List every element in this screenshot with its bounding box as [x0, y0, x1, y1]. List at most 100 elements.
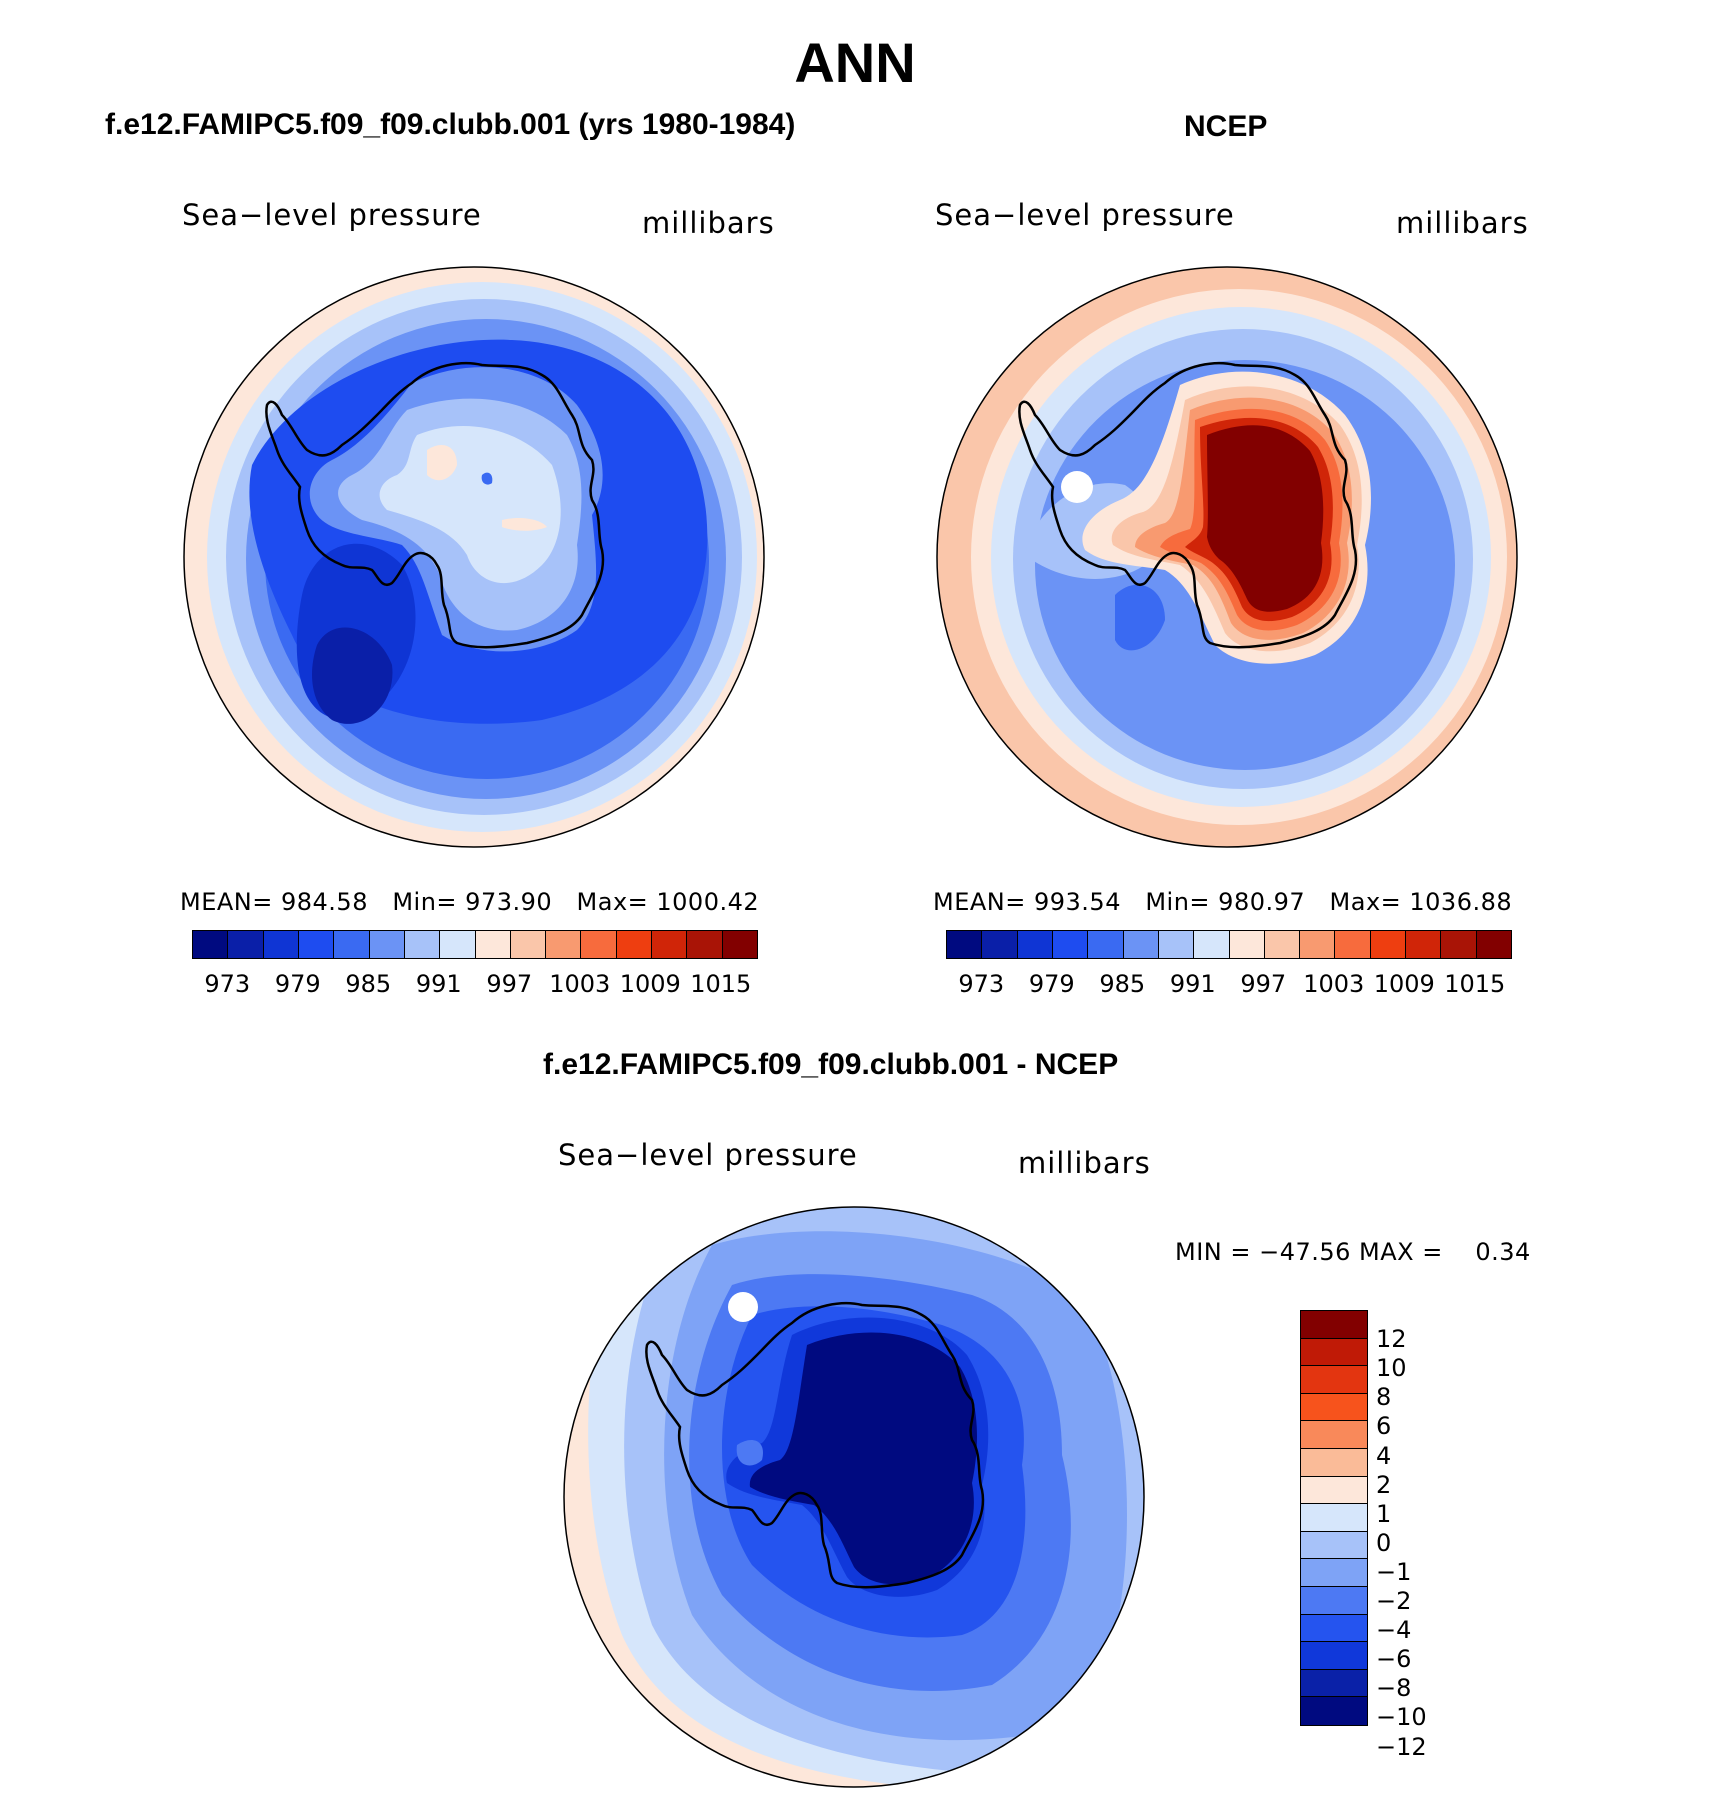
- model-colorbar-label: 991: [415, 970, 462, 998]
- model-colorbar: [192, 930, 758, 959]
- model-stats: MEAN= 984.58 Min= 973.90 Max= 1000.42: [180, 888, 760, 916]
- obs-colorbar-swatch: [1300, 931, 1336, 958]
- diff-colorbar-label: 8: [1376, 1383, 1392, 1412]
- model-colorbar-swatch: [440, 931, 476, 958]
- model-colorbar-swatch: [652, 931, 688, 958]
- diff-colorbar-swatch: [1301, 1586, 1367, 1615]
- model-colorbar-swatch: [369, 931, 405, 958]
- diff-missing-data-pole: [728, 1292, 758, 1322]
- diff-colorbar-swatch: [1301, 1697, 1367, 1725]
- model-panel-title: f.e12.FAMIPC5.f09_f09.clubb.001 (yrs 198…: [105, 108, 796, 141]
- obs-colorbar-label: 991: [1169, 970, 1216, 998]
- obs-colorbar-swatch: [1441, 931, 1477, 958]
- model-colorbar-swatch: [228, 931, 264, 958]
- obs-variable-label: Sea−level pressure: [935, 198, 1235, 232]
- diff-colorbar-label: −8: [1376, 1674, 1412, 1703]
- diff-colorbar: [1300, 1310, 1368, 1726]
- diff-colorbar-label: 10: [1376, 1354, 1407, 1383]
- obs-colorbar-swatch: [1406, 931, 1442, 958]
- model-colorbar-swatch: [263, 931, 299, 958]
- diff-polar-map: [563, 1206, 1145, 1788]
- obs-colorbar-label: 997: [1240, 970, 1287, 998]
- obs-colorbar-label: 985: [1099, 970, 1146, 998]
- diff-colorbar-label: −4: [1376, 1616, 1412, 1645]
- page-title: ANN: [794, 31, 916, 94]
- model-colorbar-label: 973: [204, 970, 251, 998]
- diff-colorbar-swatch: [1301, 1421, 1367, 1449]
- diff-colorbar-label: 1: [1376, 1499, 1392, 1528]
- model-colorbar-label: 979: [274, 970, 321, 998]
- obs-colorbar-swatch: [1052, 931, 1089, 958]
- obs-colorbar-label: 1015: [1444, 970, 1506, 998]
- diff-colorbar-swatch: [1301, 1338, 1367, 1367]
- model-colorbar-swatch: [546, 931, 582, 958]
- model-colorbar-swatch: [475, 931, 511, 958]
- model-colorbar-swatch: [510, 931, 547, 958]
- obs-colorbar-swatch: [1335, 931, 1371, 958]
- diff-colorbar-swatch: [1301, 1476, 1367, 1505]
- obs-colorbar-swatch: [1370, 931, 1407, 958]
- obs-colorbar-label: 1003: [1303, 970, 1365, 998]
- diff-colorbar-swatch: [1301, 1504, 1367, 1532]
- obs-colorbar-label: 979: [1028, 970, 1075, 998]
- obs-colorbar-swatch: [1123, 931, 1159, 958]
- obs-colorbar-swatch: [1017, 931, 1053, 958]
- diff-colorbar-swatch: [1301, 1448, 1367, 1477]
- diff-colorbar-label: −12: [1376, 1732, 1427, 1761]
- model-colorbar-swatch: [298, 931, 335, 958]
- obs-coastline: [1018, 361, 1358, 649]
- model-colorbar-label: 997: [486, 970, 533, 998]
- obs-colorbar-label: 1009: [1373, 970, 1435, 998]
- model-colorbar-swatch: [581, 931, 617, 958]
- diff-colorbar-label: −1: [1376, 1557, 1412, 1586]
- diff-colorbar-label: −6: [1376, 1645, 1412, 1674]
- diff-colorbar-label: 6: [1376, 1412, 1392, 1441]
- obs-stats: MEAN= 993.54 Min= 980.97 Max= 1036.88: [933, 888, 1513, 916]
- obs-colorbar-swatch: [1264, 931, 1301, 958]
- diff-colorbar-swatch: [1301, 1669, 1367, 1698]
- model-colorbar-swatch: [334, 931, 370, 958]
- diff-units-label: millibars: [1018, 1146, 1151, 1180]
- obs-colorbar-swatch: [1229, 931, 1265, 958]
- model-coastline: [265, 361, 605, 649]
- model-units-label: millibars: [642, 206, 775, 240]
- diff-colorbar-swatch: [1301, 1559, 1367, 1587]
- diff-panel-title: f.e12.FAMIPC5.f09_f09.clubb.001 - NCEP: [543, 1048, 1119, 1081]
- diff-coastline: [645, 1301, 985, 1589]
- diff-colorbar-label: −10: [1376, 1703, 1427, 1732]
- model-variable-label: Sea−level pressure: [182, 198, 482, 232]
- diff-colorbar-swatch: [1301, 1614, 1367, 1643]
- model-colorbar-swatch: [404, 931, 441, 958]
- diff-colorbar-swatch: [1301, 1531, 1367, 1560]
- obs-colorbar-swatch: [1088, 931, 1124, 958]
- obs-colorbar-swatch: [1194, 931, 1230, 958]
- obs-colorbar-swatch: [1158, 931, 1195, 958]
- obs-colorbar: [946, 930, 1512, 959]
- diff-colorbar-label: 0: [1376, 1528, 1392, 1557]
- model-colorbar-swatch: [722, 931, 757, 958]
- diff-colorbar-label: −2: [1376, 1587, 1412, 1615]
- model-polar-map: [183, 266, 765, 848]
- obs-missing-data-pole: [1061, 471, 1093, 503]
- obs-colorbar-swatch: [947, 931, 983, 958]
- model-colorbar-swatch: [193, 931, 229, 958]
- diff-colorbar-label: 2: [1376, 1470, 1392, 1499]
- diff-colorbar-label: 4: [1376, 1441, 1392, 1470]
- obs-units-label: millibars: [1396, 206, 1529, 240]
- obs-panel-title: NCEP: [1184, 110, 1268, 143]
- diff-stats: MIN = −47.56 MAX = 0.34: [1175, 1238, 1531, 1266]
- diff-variable-label: Sea−level pressure: [558, 1138, 858, 1172]
- obs-colorbar-swatch: [982, 931, 1018, 958]
- model-colorbar-label: 1015: [690, 970, 752, 998]
- model-colorbar-label: 985: [345, 970, 392, 998]
- model-colorbar-swatch: [687, 931, 723, 958]
- diff-colorbar-swatch: [1301, 1642, 1367, 1670]
- diff-colorbar-swatch: [1301, 1366, 1367, 1394]
- model-colorbar-swatch: [616, 931, 653, 958]
- model-colorbar-label: 1003: [549, 970, 611, 998]
- obs-colorbar-swatch: [1476, 931, 1511, 958]
- diff-colorbar-swatch: [1301, 1393, 1367, 1422]
- obs-colorbar-label: 973: [958, 970, 1005, 998]
- model-colorbar-label: 1009: [619, 970, 681, 998]
- diff-colorbar-swatch: [1301, 1311, 1367, 1339]
